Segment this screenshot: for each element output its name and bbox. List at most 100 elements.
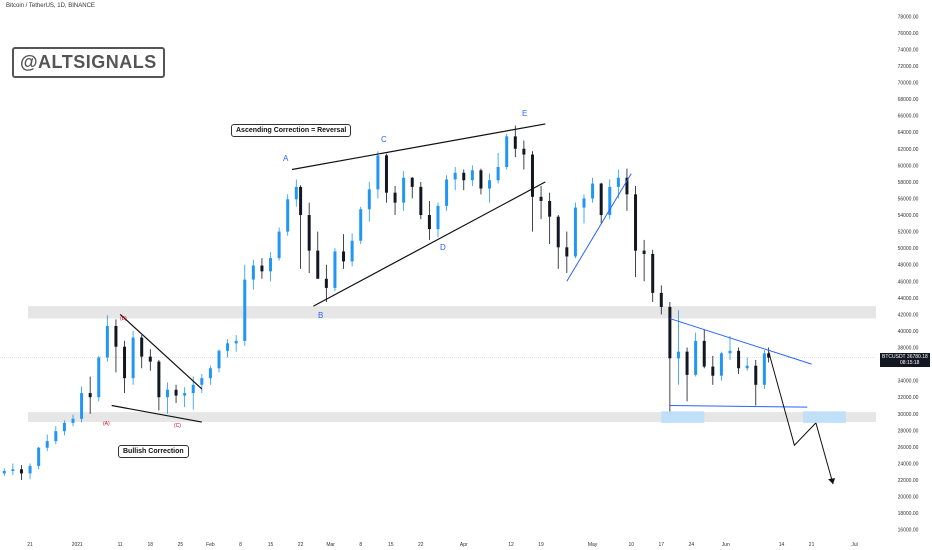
candle-body	[260, 265, 264, 272]
candle-body	[625, 177, 629, 195]
candle-body	[234, 340, 238, 344]
candle-body	[616, 177, 620, 187]
x-tick-label: 21	[809, 542, 815, 548]
y-tick-label: 40000.00	[898, 329, 919, 335]
candle-body	[123, 346, 127, 379]
candle-body	[530, 154, 534, 197]
y-tick-label: 24000.00	[898, 461, 919, 467]
candle-body	[384, 155, 388, 193]
candle-body	[217, 350, 221, 369]
candle-body	[165, 389, 169, 398]
projection-arrowhead	[828, 478, 836, 485]
trendline-triangle-bottom	[669, 405, 808, 408]
y-tick-label: 34000.00	[898, 379, 919, 385]
current-price-tag: BTCUSDT 36780.18 08:15:18	[880, 353, 930, 367]
trendlines-group	[111, 123, 812, 423]
ascending-correction-label: Ascending Correction = Reversal	[231, 124, 352, 137]
candle-body	[376, 155, 380, 190]
wave-label-e: E	[522, 109, 528, 118]
candle-body	[140, 337, 144, 357]
candle-body	[488, 180, 492, 189]
y-tick-label: 48000.00	[898, 263, 919, 269]
candle-body	[462, 172, 466, 181]
candle-body	[479, 170, 483, 189]
bullish-correction-label: Bullish Correction	[118, 445, 189, 458]
candle-body	[496, 167, 500, 181]
candle-body	[702, 340, 706, 367]
candle-body	[651, 253, 655, 293]
candle-body	[54, 431, 58, 442]
y-tick-label: 32000.00	[898, 395, 919, 401]
y-tick-label: 16000.00	[898, 528, 919, 534]
candle-body	[754, 365, 758, 385]
candle-body	[436, 205, 440, 230]
x-tick-label: 2021	[72, 542, 83, 548]
candle-body	[642, 250, 646, 254]
candle-body	[307, 215, 311, 251]
candle-body	[269, 258, 273, 272]
candle-body	[191, 384, 195, 394]
candle-body	[419, 186, 423, 216]
y-tick-label: 56000.00	[898, 196, 919, 202]
candle-body	[226, 343, 230, 351]
support-zones	[28, 306, 876, 423]
x-tick-label: 22	[298, 542, 304, 548]
trendline-may-rising	[566, 173, 632, 282]
candle-body	[11, 469, 15, 471]
wave-label-b: B	[318, 311, 324, 320]
candle-body	[208, 368, 212, 379]
price-tag-symbol: BTCUSDT	[882, 354, 906, 360]
candle-body	[737, 350, 741, 369]
candle-body	[719, 353, 723, 376]
candle-body	[174, 389, 178, 396]
y-tick-label: 68000.00	[898, 97, 919, 103]
target-box-right	[803, 411, 846, 423]
candle-body	[71, 418, 75, 423]
candle-body	[410, 177, 414, 187]
candle-body	[342, 251, 346, 262]
candle-body	[131, 337, 135, 379]
candle-body	[565, 247, 569, 257]
candle-body	[513, 136, 517, 149]
price-axis[interactable]: 16000.00 18000.00 20000.00 22000.00 24000.00…	[898, 14, 919, 533]
candle-body	[711, 366, 715, 376]
y-tick-label: 58000.00	[898, 180, 919, 186]
y-tick-label: 78000.00	[898, 14, 919, 20]
y-tick-label: 66000.00	[898, 114, 919, 120]
candle-body	[277, 231, 281, 259]
candle-body	[316, 250, 320, 279]
time-axis[interactable]: 21 2021 11 18 25 Feb 8 15 22 Mar 8 15 22 Apr 12 19 May 10…	[27, 542, 857, 548]
projection-group	[661, 351, 846, 485]
symbol-title[interactable]: Bitcoin / TetherUS, 1D, BINANCE	[6, 3, 95, 9]
candle-body	[37, 447, 41, 466]
candle-body	[393, 192, 397, 203]
candle-body	[402, 177, 406, 203]
x-tick-label: 10	[628, 542, 634, 548]
y-tick-label: 52000.00	[898, 230, 919, 236]
x-tick-label: 11	[118, 542, 123, 548]
candle-body	[573, 207, 577, 257]
candle-body	[685, 351, 689, 375]
projection-path	[768, 351, 834, 485]
candle-body	[556, 216, 560, 248]
x-tick-label: 12	[508, 542, 514, 548]
candle-body	[148, 356, 152, 362]
y-tick-label: 26000.00	[898, 445, 919, 451]
x-tick-label: 22	[418, 542, 424, 548]
candle-body	[427, 215, 431, 230]
x-tick-label: 21	[27, 542, 33, 548]
x-tick-label: Feb	[206, 542, 215, 548]
y-tick-label: 60000.00	[898, 163, 919, 169]
candle-body	[2, 470, 6, 474]
y-tick-label: 70000.00	[898, 81, 919, 87]
candle-body	[19, 469, 23, 474]
y-tick-label: 20000.00	[898, 495, 919, 501]
candle-body	[251, 265, 255, 280]
candle-body	[762, 353, 766, 385]
candle-body	[243, 279, 247, 341]
support-zone-1	[28, 306, 876, 319]
x-tick-label: 15	[268, 542, 274, 548]
y-tick-label: 46000.00	[898, 279, 919, 285]
y-tick-label: 50000.00	[898, 246, 919, 252]
